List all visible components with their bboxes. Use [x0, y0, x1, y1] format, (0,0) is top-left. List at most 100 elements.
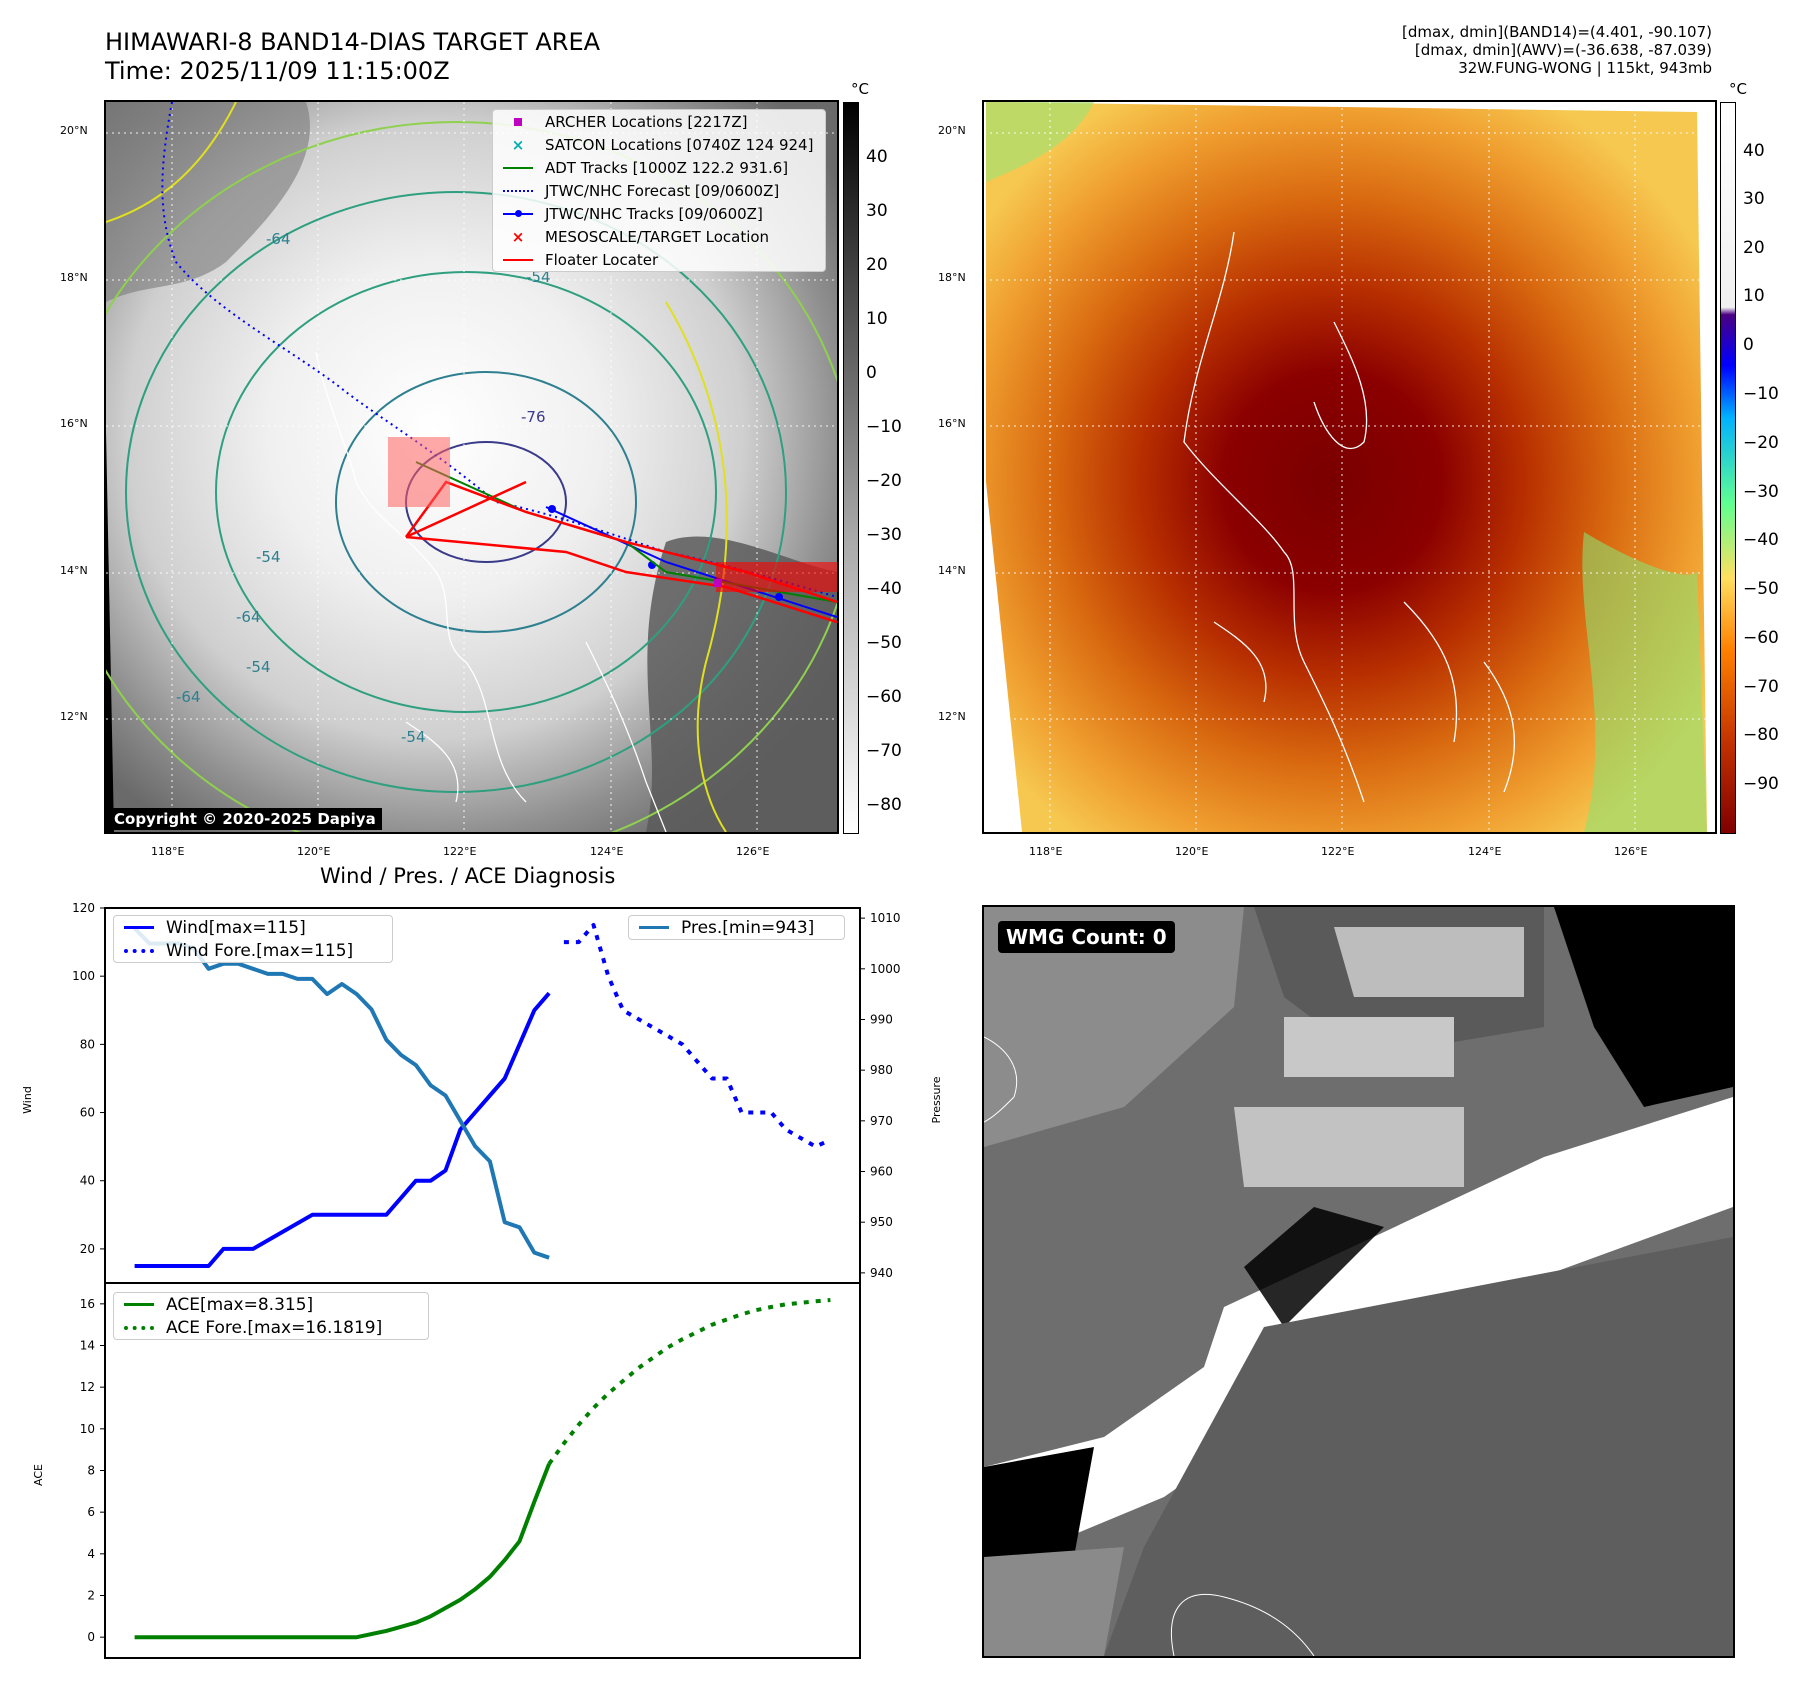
y2-tick-label: 970 [870, 1114, 893, 1128]
series-line-ace-fore [547, 1298, 831, 1466]
y-tick-label: 14 [80, 1339, 95, 1353]
line-icon [499, 166, 537, 169]
colorbar-tick: 10 [1743, 286, 1765, 306]
y-tick-label: 20 [80, 1242, 95, 1256]
legend-jtwc-tracks: JTWC/NHC Tracks [09/0600Z] [493, 202, 825, 225]
colorbar-tick: −50 [866, 633, 902, 653]
colorbar-tick: 0 [866, 363, 877, 383]
lat-label: 18°N [60, 271, 88, 284]
wmg-black-region [1554, 907, 1733, 1107]
contour-label: -54 [256, 548, 281, 566]
figure-title-line1: HIMAWARI-8 BAND14-DIAS TARGET AREA [105, 28, 601, 56]
lat-label: 18°N [938, 271, 966, 284]
y-tick-label: 120 [72, 901, 95, 915]
ace-axes: 0 2 4 6 8 10 12 14 16 [80, 1282, 861, 1659]
y-tick-label: 6 [87, 1505, 95, 1519]
legend-satcon: × SATCON Locations [0740Z 124 924] [493, 133, 825, 156]
line-icon [499, 258, 537, 261]
colorbar-tick: −20 [866, 471, 902, 491]
colorbar-tick: −30 [866, 525, 902, 545]
lon-label: 126°E [1614, 845, 1648, 858]
lat-label: 14°N [938, 564, 966, 577]
wmg-region [984, 1547, 1124, 1656]
colorbar-tick: −40 [866, 579, 902, 599]
archer-location-marker [714, 579, 722, 587]
contour-ring-4 [106, 121, 837, 832]
colorbar-tick: −80 [866, 795, 902, 815]
contour-ring-3 [125, 191, 787, 793]
colorbar-tick: 40 [866, 147, 888, 167]
legend-jtwc-forecast: JTWC/NHC Forecast [09/0600Z] [493, 179, 825, 202]
awv-field [986, 102, 1707, 832]
wmg-dark-region [1104, 1237, 1733, 1656]
y-tick-label: 2 [87, 1589, 95, 1603]
awv-map-panel [982, 100, 1717, 834]
lon-label: 118°E [1029, 845, 1063, 858]
wmg-image [984, 907, 1733, 1656]
legend-mesoscale: × MESOSCALE/TARGET Location [493, 225, 825, 248]
y-tick-label: 40 [80, 1174, 95, 1188]
lon-label: 124°E [1468, 845, 1502, 858]
y2-tick-label: 1010 [870, 911, 901, 925]
colorbar-tick: 20 [866, 255, 888, 275]
diagnosis-chart: 2040608010012094095096097098099010001010… [21, 901, 943, 1659]
lat-label: 20°N [60, 124, 88, 137]
contour-label: -54 [526, 268, 551, 286]
wmg-count-badge: WMG Count: 0 [998, 921, 1175, 953]
colorbar-left [843, 102, 859, 834]
jtwc-track-point [548, 505, 556, 513]
figure-title: HIMAWARI-8 BAND14-DIAS TARGET AREA Time:… [105, 28, 600, 86]
wmg-black-region [984, 1447, 1094, 1567]
graticule-right [984, 102, 1715, 832]
lon-label: 120°E [297, 845, 331, 858]
colorbar-tick: −10 [1743, 384, 1779, 404]
target-area-box [388, 437, 450, 507]
y-tick-label: 80 [80, 1037, 95, 1051]
awv-range: [dmax, dmin](AWV)=(-36.638, -87.039) [1414, 41, 1712, 59]
map-legend: ARCHER Locations [2217Z] × SATCON Locati… [492, 109, 826, 272]
colorbar-tick: 10 [866, 309, 888, 329]
wind-legend: Wind[max=115] Wind Fore.[max=115] [113, 915, 393, 963]
colorbar-tick: 40 [1743, 141, 1765, 161]
storm-summary: 32W.FUNG-WONG | 115kt, 943mb [1458, 59, 1712, 77]
legend-wind: Wind[max=115] [114, 916, 392, 939]
colorbar-tick: −10 [866, 417, 902, 437]
lon-label: 122°E [1321, 845, 1355, 858]
dry-region-nw [986, 102, 1094, 182]
coastlines [315, 351, 667, 832]
legend-pressure: Pres.[min=943] [629, 916, 844, 939]
colorbar-tick: −40 [1743, 530, 1779, 550]
lat-label: 14°N [60, 564, 88, 577]
y2-tick-label: 960 [870, 1165, 893, 1179]
y2-tick-label: 980 [870, 1063, 893, 1077]
y2-tick-label: 990 [870, 1012, 893, 1026]
square-icon [499, 117, 537, 126]
x-marker-icon: × [511, 135, 525, 154]
wmg-bright-patch [1334, 927, 1524, 997]
y-tick-label: 10 [80, 1422, 95, 1436]
colorbar-tick: −70 [1743, 677, 1779, 697]
y-tick-label: 16 [80, 1297, 95, 1311]
coastlines-right [1183, 231, 1515, 803]
contour-label: -64 [266, 230, 291, 248]
lon-label: 120°E [1175, 845, 1209, 858]
colorbar-tick: −70 [866, 741, 902, 761]
ace-legend: ACE[max=8.315] ACE Fore.[max=16.1819] [113, 1292, 429, 1340]
lat-label: 16°N [938, 417, 966, 430]
contour-ring-2 [215, 271, 717, 713]
colorbar-right [1720, 102, 1736, 834]
y2-tick-label: 950 [870, 1215, 893, 1229]
legend-wind-fore: Wind Fore.[max=115] [114, 939, 392, 962]
ir-map-panel: -64 -64 -54 -76 -54 -64 -54 -54 ARCHER L… [104, 100, 839, 834]
lon-label: 122°E [443, 845, 477, 858]
pressure-axis-label: Pressure [930, 1076, 943, 1123]
colorbar-left-unit: °C [851, 80, 869, 98]
lon-label: 118°E [151, 845, 185, 858]
dotted-line-icon [120, 948, 158, 953]
clear-sky-region [646, 536, 837, 832]
contour-label: -76 [521, 408, 546, 426]
y2-tick-label: 1000 [870, 962, 901, 976]
y-tick-label: 8 [87, 1464, 95, 1478]
figure-title-line2: Time: 2025/11/09 11:15:00Z [105, 57, 450, 85]
wmg-bright-patch [1234, 1107, 1464, 1187]
